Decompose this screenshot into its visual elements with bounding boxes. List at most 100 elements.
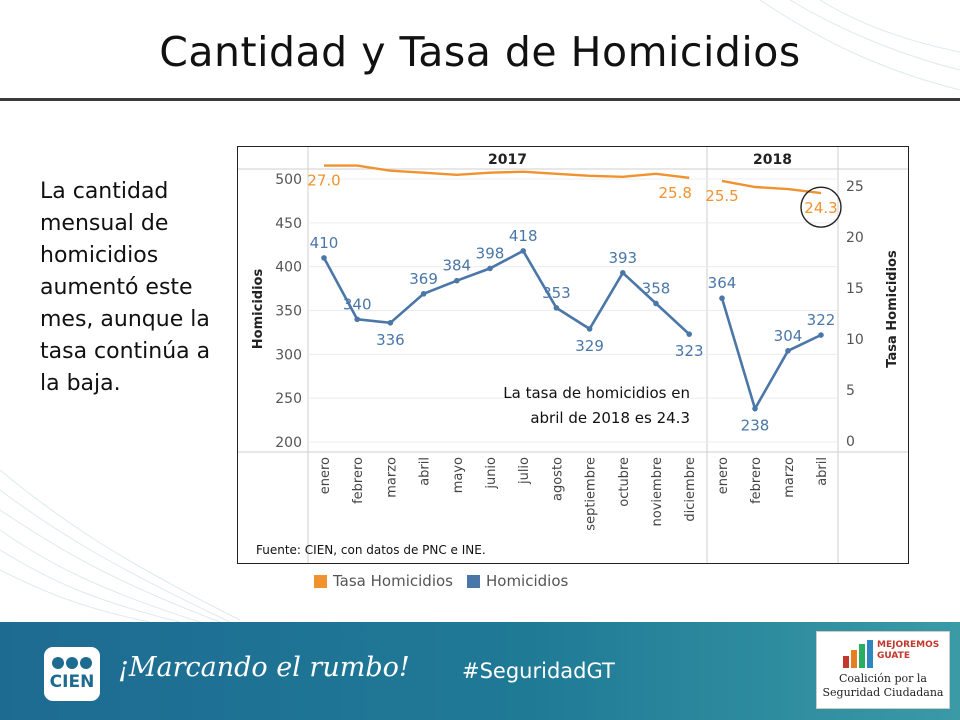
month-label: mayo <box>451 457 466 493</box>
month-label: enero <box>318 457 333 494</box>
month-label: octubre <box>617 457 632 507</box>
homicidios-data-label: 410 <box>310 234 339 252</box>
homicidios-data-label: 418 <box>509 227 538 245</box>
annotation-text: abril de 2018 es 24.3 <box>530 409 690 427</box>
right-tick-label: 10 <box>846 332 864 348</box>
homicidios-data-label: 322 <box>807 311 836 329</box>
homicidios-point <box>752 405 758 412</box>
month-label: marzo <box>384 457 399 498</box>
tasa-line-2018 <box>721 179 822 195</box>
homicidios-point <box>620 270 626 276</box>
cien-logo-mark-icon <box>52 657 92 669</box>
footer-hashtag[interactable]: #SeguridadGT <box>462 659 615 683</box>
homicidios-point <box>586 326 593 332</box>
homicidios-point <box>321 255 327 261</box>
homicides-chart: 2017 2018 200 250 300 350 400 450 500 0 5 10 15 20 25 H… <box>238 147 908 563</box>
tasa-data-label: 27.0 <box>307 172 340 190</box>
partner-logo[interactable]: MEJOREMOS GUATE Coalición por la Segurid… <box>816 631 950 709</box>
tasa-line-2017 <box>324 164 690 179</box>
homicidios-point <box>420 291 427 297</box>
chart-legend: Tasa Homicidios Homicidios <box>314 570 582 592</box>
tasa-data-label: 24.3 <box>804 199 837 217</box>
right-tick-label: 0 <box>846 434 855 450</box>
homicidios-point <box>818 332 824 338</box>
homicidios-point <box>520 248 526 254</box>
homicidios-point <box>553 305 560 311</box>
right-tick-label: 15 <box>846 281 864 297</box>
homicidios-point <box>785 348 791 354</box>
homicidios-data-label: 323 <box>675 342 704 360</box>
homicidios-data-label: 364 <box>708 274 737 292</box>
legend-swatch-homicidios <box>466 574 480 588</box>
legend-swatch-tasa <box>314 574 327 588</box>
month-label: junio <box>484 457 499 490</box>
homicidios-point <box>354 316 360 323</box>
month-label: febrero <box>749 457 764 504</box>
month-label: diciembre <box>683 457 698 522</box>
legend-item-tasa[interactable]: Tasa Homicidios <box>314 572 453 590</box>
highlight-circle <box>800 186 842 228</box>
month-label: septiembre <box>584 457 599 531</box>
source-note: Fuente: CIEN, con datos de PNC e INE. <box>256 543 486 557</box>
chart-container: 2017 2018 200 250 300 350 400 450 500 0 5 10 15 20 25 H… <box>237 146 909 564</box>
homicidios-data-label: 393 <box>608 249 637 267</box>
month-label: enero <box>716 457 731 494</box>
right-axis-title: Tasa Homicidios <box>885 250 900 368</box>
tasa-data-label: 25.5 <box>705 187 738 205</box>
homicidios-point <box>387 319 394 326</box>
left-tick-label: 250 <box>275 391 302 407</box>
month-label: agosto <box>550 457 565 501</box>
tasa-data-label: 25.8 <box>658 184 691 202</box>
homicidios-line-2017 <box>322 249 691 336</box>
annotation-text: La tasa de homicidios en <box>503 384 690 402</box>
footer-slogan: ¡Marcando el rumbo! <box>118 652 410 683</box>
month-label: marzo <box>782 457 797 498</box>
title-divider <box>0 98 960 101</box>
partner-emblem-icon <box>843 640 873 668</box>
month-label: abril <box>418 457 433 486</box>
left-tick-label: 400 <box>275 260 302 276</box>
month-label: noviembre <box>650 457 665 526</box>
homicidios-line-2018 <box>720 297 822 412</box>
left-axis-title: Homicidios <box>251 269 266 350</box>
left-tick-label: 200 <box>275 435 302 451</box>
page-title: Cantidad y Tasa de Homicidios <box>159 28 801 76</box>
homicidios-data-label: 336 <box>376 331 405 349</box>
homicidios-point <box>487 265 493 272</box>
partner-name-text: Coalición por la Seguridad Ciudadana <box>822 672 944 699</box>
homicidios-data-label: 329 <box>575 337 604 355</box>
homicidios-point <box>719 295 725 302</box>
right-tick-label: 25 <box>846 179 864 195</box>
month-label: julio <box>517 457 532 485</box>
homicidios-data-label: 398 <box>476 244 505 262</box>
summary-text: La cantidad mensual de homicidios aument… <box>40 179 211 396</box>
homicidios-data-label: 304 <box>774 327 803 345</box>
legend-item-homicidios[interactable]: Homicidios <box>466 572 569 590</box>
homicidios-data-label: 358 <box>642 279 671 297</box>
year-label-2017: 2017 <box>488 152 527 168</box>
homicidios-data-label: 238 <box>741 417 770 435</box>
homicidios-data-label: 384 <box>442 257 471 275</box>
homicidios-point <box>686 331 692 337</box>
left-tick-label: 350 <box>275 304 302 320</box>
month-label: abril <box>815 457 830 486</box>
legend-label-homicidios: Homicidios <box>485 572 569 590</box>
homicidios-data-label: 340 <box>343 295 372 313</box>
year-label-2018: 2018 <box>753 152 792 168</box>
partner-brand-text: MEJOREMOS GUATE <box>877 640 940 661</box>
left-tick-label: 450 <box>275 216 302 232</box>
homicidios-data-label: 369 <box>409 270 438 288</box>
right-tick-label: 5 <box>846 383 855 399</box>
homicidios-data-label: 353 <box>542 284 571 302</box>
legend-label-tasa: Tasa Homicidios <box>333 572 453 590</box>
footer-bar <box>0 622 960 720</box>
homicidios-point <box>454 277 460 284</box>
cien-logo-text: CIEN <box>49 672 95 692</box>
cien-logo[interactable] <box>44 647 100 701</box>
right-tick-label: 20 <box>846 230 864 246</box>
month-label: febrero <box>351 457 366 504</box>
left-tick-label: 300 <box>275 347 302 363</box>
homicidios-point <box>653 300 659 307</box>
left-tick-label: 500 <box>275 172 302 188</box>
